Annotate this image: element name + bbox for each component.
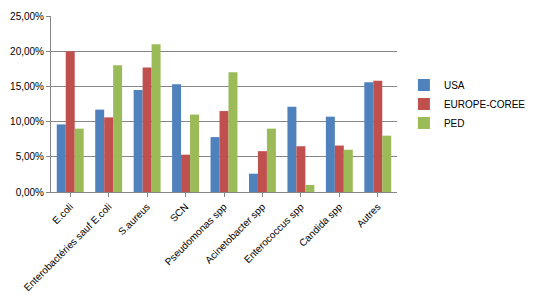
svg-text:EUROPE-COREE: EUROPE-COREE	[444, 99, 525, 110]
svg-text:0,00%: 0,00%	[16, 187, 44, 198]
svg-text:Enterococcus spp: Enterococcus spp	[242, 201, 306, 265]
svg-text:Pseudomonas spp: Pseudomonas spp	[163, 201, 230, 268]
svg-text:15,00%: 15,00%	[10, 81, 44, 92]
svg-text:PED: PED	[444, 118, 465, 129]
svg-text:USA: USA	[444, 80, 465, 91]
svg-text:Candida spp: Candida spp	[297, 201, 345, 249]
svg-text:S.aureus: S.aureus	[116, 201, 152, 237]
svg-text:Acinetobacter spp: Acinetobacter spp	[203, 201, 268, 266]
svg-text:20,00%: 20,00%	[10, 46, 44, 57]
svg-text:E.coli: E.coli	[50, 201, 75, 226]
svg-text:Autres: Autres	[355, 201, 383, 229]
svg-text:10,00%: 10,00%	[10, 116, 44, 127]
svg-text:5,00%: 5,00%	[16, 151, 44, 162]
svg-text:SCN: SCN	[168, 201, 191, 224]
svg-text:Enterobactéries sauf E.coli: Enterobactéries sauf E.coli	[22, 201, 114, 293]
svg-text:25,00%: 25,00%	[10, 11, 44, 22]
